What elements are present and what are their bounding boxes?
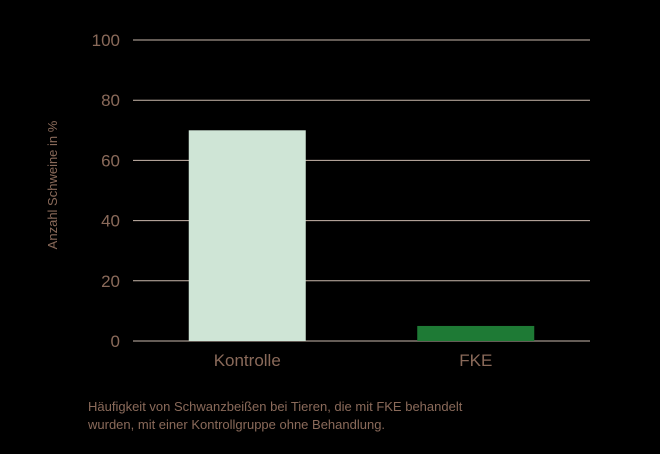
y-tick-label: 80 xyxy=(101,91,120,110)
caption-line-2: wurden, mit einer Kontrollgruppe ohne Be… xyxy=(88,417,386,432)
y-tick-label: 20 xyxy=(101,272,120,291)
bar-fke xyxy=(417,325,535,341)
y-axis-ticks: 0 20 40 60 80 100 xyxy=(92,31,120,351)
bar-chart: 0 20 40 60 80 100 Kontrolle FKE Anzahl Schwein… xyxy=(45,31,590,370)
y-axis-title: Anzahl Schweine in % xyxy=(45,120,60,249)
y-tick-label: 40 xyxy=(101,212,120,231)
bar-kontrolle xyxy=(188,130,306,341)
bars xyxy=(188,130,535,341)
x-axis-labels: Kontrolle FKE xyxy=(214,351,493,370)
x-category-label: Kontrolle xyxy=(214,351,281,370)
y-tick-label: 100 xyxy=(92,31,120,50)
y-tick-label: 60 xyxy=(101,151,120,170)
chart-caption: Häufigkeit von Schwanzbeißen bei Tieren,… xyxy=(88,398,588,434)
y-tick-label: 0 xyxy=(111,332,120,351)
caption-line-1: Häufigkeit von Schwanzbeißen bei Tieren,… xyxy=(88,399,463,414)
x-category-label: FKE xyxy=(459,351,492,370)
